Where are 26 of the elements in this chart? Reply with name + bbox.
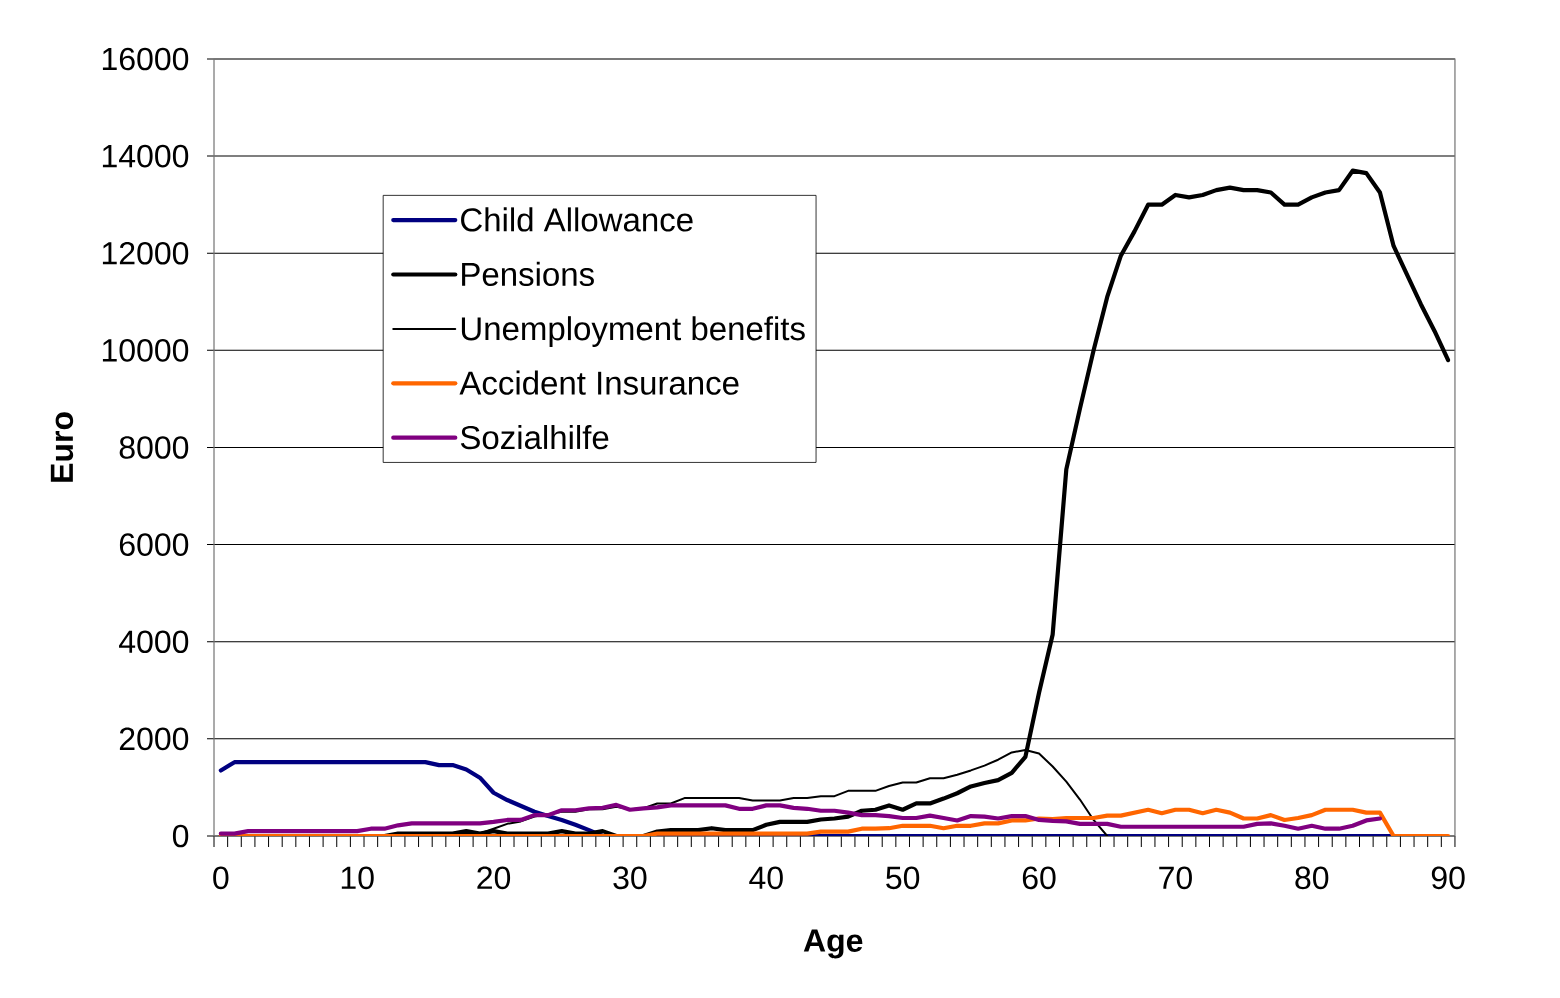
legend-label: Pensions: [462, 261, 594, 287]
y-tick-label: 0: [172, 824, 189, 848]
x-tick-label: 70: [1159, 866, 1192, 890]
legend-label: Accident Insurance: [459, 370, 739, 395]
x-tick-label: 0: [213, 866, 229, 890]
legend-label: Sozialhilfe: [460, 425, 609, 450]
x-tick-label: 40: [749, 866, 783, 890]
y-tick-label: 12000: [102, 241, 189, 265]
y-tick-label: 6000: [119, 533, 189, 556]
x-tick-label: 60: [1022, 866, 1056, 890]
y-tick-label: 14000: [102, 144, 189, 168]
y-axis-title: Euro: [50, 412, 74, 482]
x-tick-label: 90: [1431, 866, 1465, 890]
y-tick-label: 16000: [102, 47, 189, 71]
x-axis-title: Age: [803, 929, 863, 959]
x-tick-label: 50: [886, 866, 920, 890]
y-tick-label: 10000: [102, 339, 189, 362]
x-tick-label: 30: [613, 866, 647, 890]
x-tick-label: 10: [341, 866, 374, 890]
legend-label: Unemployment benefits: [461, 316, 805, 347]
y-tick-label: 2000: [119, 727, 189, 751]
y-tick-label: 4000: [119, 630, 189, 654]
legend-label: Child Allowance: [461, 207, 693, 232]
y-tick-label: 8000: [119, 436, 189, 459]
x-tick-label: 80: [1295, 866, 1329, 890]
x-tick-label: 20: [477, 866, 511, 890]
